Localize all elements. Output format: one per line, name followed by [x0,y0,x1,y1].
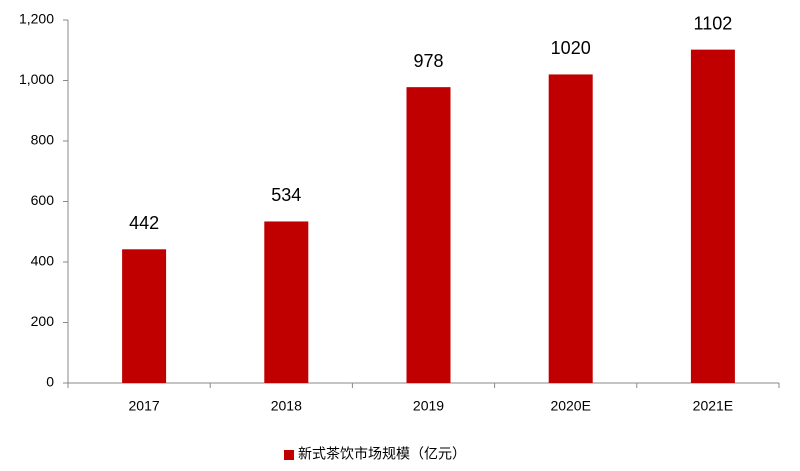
y-tick-label: 0 [46,374,54,390]
legend-label: 新式茶饮市场规模（亿元） [298,446,466,462]
bar [264,221,309,383]
y-tick-label: 400 [31,253,55,269]
bar [690,49,735,384]
bar [406,87,451,383]
y-tick-label: 1,000 [19,71,54,87]
bar [122,249,167,383]
y-tick-label: 600 [31,192,55,208]
y-tick-label: 1,200 [19,11,54,27]
value-label: 1020 [551,38,591,58]
x-tick-label: 2020E [550,398,590,414]
legend-swatch [284,450,294,460]
x-tick-label: 2019 [413,398,444,414]
x-tick-label: 2017 [129,398,160,414]
value-label: 534 [271,185,301,205]
x-tick-label: 2021E [693,398,733,414]
bar [548,74,593,383]
value-label: 442 [129,213,159,233]
x-tick-label: 2018 [271,398,302,414]
y-tick-label: 800 [31,132,55,148]
value-label: 1102 [694,13,733,33]
y-tick-label: 200 [31,313,55,329]
value-label: 978 [413,51,443,71]
